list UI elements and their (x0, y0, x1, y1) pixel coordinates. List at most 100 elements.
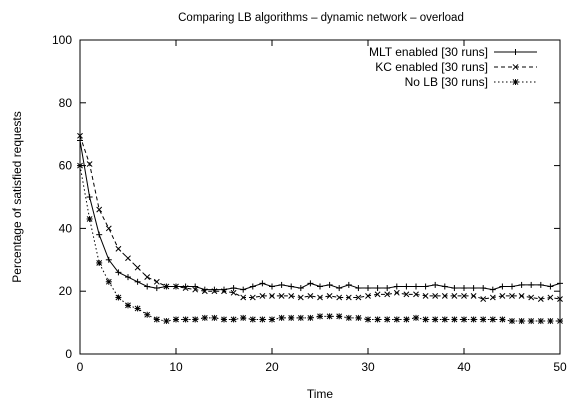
x-axis-label: Time (307, 387, 334, 401)
data-point (432, 316, 439, 323)
y-axis: 0 20 40 60 80 100 (52, 33, 560, 361)
data-point (470, 285, 477, 292)
data-point (441, 293, 448, 299)
data-point (336, 285, 343, 292)
data-point (288, 293, 295, 299)
y-axis-label: Percentage of satisfied requests (10, 111, 24, 282)
data-point (163, 283, 170, 290)
data-point (365, 285, 371, 292)
data-point (125, 302, 131, 309)
data-point (269, 316, 275, 323)
data-point (509, 318, 515, 325)
data-point (278, 281, 285, 288)
data-point (249, 283, 256, 290)
data-point (384, 291, 391, 298)
x-tick-label: 50 (553, 360, 567, 374)
data-point (96, 259, 103, 266)
data-point (297, 285, 304, 292)
x-tick-label: 0 (77, 360, 84, 374)
data-point (518, 281, 525, 288)
data-point (125, 255, 131, 262)
data-point (201, 314, 208, 321)
x-tick-label: 30 (361, 360, 375, 374)
data-point (278, 314, 285, 321)
data-point (547, 294, 554, 301)
data-point (249, 294, 256, 301)
data-point (230, 289, 237, 296)
data-point (259, 280, 266, 287)
data-point (144, 274, 151, 280)
data-point (153, 316, 160, 323)
data-point (537, 318, 544, 325)
legend-marker (512, 64, 519, 70)
data-point (345, 281, 352, 288)
data-point (115, 245, 122, 252)
data-point (413, 291, 419, 298)
data-point (336, 313, 343, 320)
legend-marker (512, 79, 519, 85)
data-point (317, 294, 323, 301)
data-point (403, 316, 410, 323)
series-2 (77, 132, 563, 302)
data-point (240, 314, 247, 321)
x-tick-label: 40 (457, 360, 471, 374)
data-point (413, 283, 419, 290)
data-point (355, 285, 362, 292)
data-point (432, 293, 439, 299)
series-line (79, 135, 561, 300)
data-point (403, 291, 410, 298)
data-point (470, 293, 477, 299)
data-point (317, 283, 323, 290)
series-3 (77, 162, 563, 325)
data-point (192, 286, 199, 293)
data-point (144, 283, 151, 290)
data-point (192, 283, 199, 290)
data-point (499, 283, 506, 290)
data-point (451, 316, 458, 323)
series-line (79, 165, 560, 322)
data-point (249, 316, 256, 323)
data-point (461, 316, 467, 323)
data-point (182, 285, 189, 291)
data-point (259, 316, 266, 323)
y-tick-label: 100 (52, 33, 72, 47)
data-point (441, 283, 448, 290)
data-point (230, 316, 237, 323)
data-point (230, 285, 237, 292)
data-point (499, 293, 506, 299)
data-point (384, 285, 391, 292)
data-point (259, 293, 266, 299)
chart-title: Comparing LB algorithms – dynamic networ… (178, 12, 464, 24)
y-tick-label: 60 (59, 159, 73, 173)
data-point (374, 291, 381, 298)
data-point (326, 293, 333, 299)
data-point (125, 274, 131, 281)
data-point (307, 280, 314, 287)
data-point (345, 294, 352, 301)
data-point (269, 283, 275, 290)
data-point (173, 283, 179, 290)
data-point (134, 264, 141, 271)
data-point (422, 293, 429, 299)
data-point (499, 316, 506, 323)
data-point (365, 293, 371, 299)
data-point (326, 313, 333, 320)
data-point (557, 318, 563, 325)
data-point (509, 293, 515, 299)
y-tick-label: 40 (59, 221, 73, 235)
series-layer (77, 132, 563, 325)
data-point (537, 281, 544, 288)
data-point (528, 281, 535, 288)
legend: MLT enabled [30 runs]KC enabled [30 runs… (369, 45, 537, 89)
data-point (134, 278, 141, 285)
y-tick-label: 20 (59, 284, 73, 298)
data-point (547, 318, 554, 325)
data-point (537, 296, 544, 302)
data-point (221, 316, 227, 323)
data-point (173, 316, 179, 323)
data-point (182, 316, 189, 323)
data-point (326, 281, 333, 288)
data-point (96, 231, 103, 238)
legend-label: No LB [30 runs] (405, 75, 488, 89)
